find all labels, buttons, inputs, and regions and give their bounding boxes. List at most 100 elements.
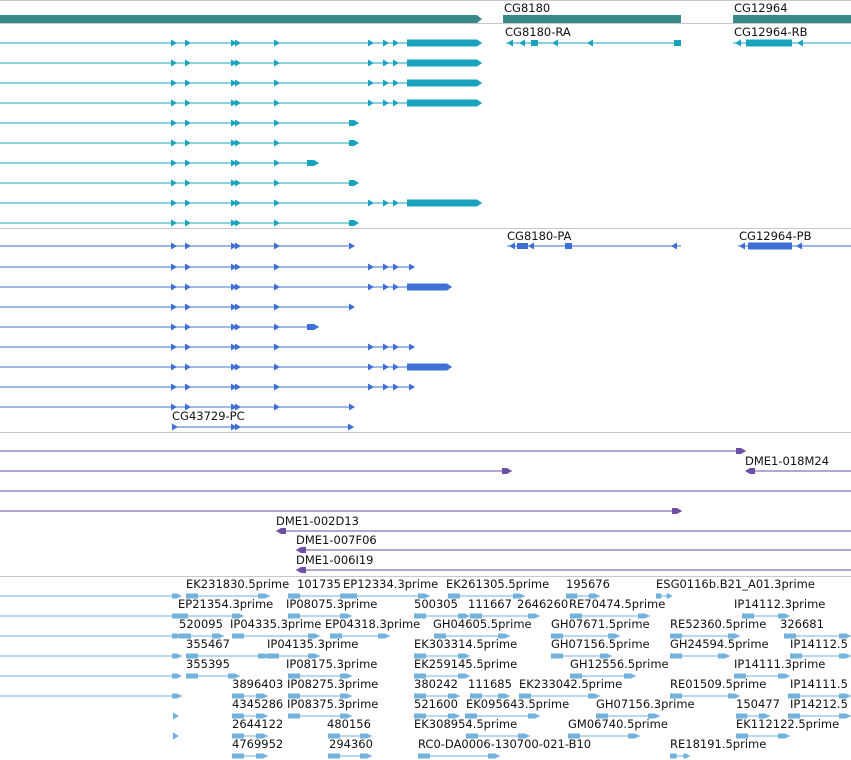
transcript-row[interactable] xyxy=(738,242,851,250)
est-block[interactable] xyxy=(734,673,746,679)
clone-track[interactable] xyxy=(0,448,851,573)
est-block[interactable] xyxy=(458,673,470,679)
est-block[interactable] xyxy=(288,693,300,699)
exon-block[interactable] xyxy=(349,140,359,146)
exon-block[interactable] xyxy=(349,120,359,126)
est-alignment[interactable] xyxy=(414,653,470,659)
exon-block[interactable] xyxy=(748,242,792,250)
est-alignment[interactable] xyxy=(414,673,470,679)
transcript-row[interactable] xyxy=(0,219,359,227)
est-alignment[interactable] xyxy=(519,693,600,699)
transcript-row[interactable] xyxy=(0,242,355,250)
est-block[interactable] xyxy=(256,693,268,699)
est-block[interactable] xyxy=(551,633,563,639)
est-block[interactable] xyxy=(736,733,748,739)
est-block[interactable] xyxy=(232,733,244,739)
est-alignment[interactable] xyxy=(232,633,320,639)
est-block[interactable] xyxy=(288,713,300,719)
exon-block[interactable] xyxy=(407,39,482,47)
est-block[interactable] xyxy=(448,713,460,719)
est-block[interactable] xyxy=(742,613,754,619)
est-block[interactable] xyxy=(839,633,851,639)
est-alignment[interactable] xyxy=(328,733,372,739)
est-block[interactable] xyxy=(414,693,426,699)
transcript-row[interactable] xyxy=(0,179,359,187)
est-block[interactable] xyxy=(258,593,270,599)
gene-track[interactable] xyxy=(0,15,851,23)
est-block[interactable] xyxy=(434,633,446,639)
est-block[interactable] xyxy=(670,753,677,759)
est-block[interactable] xyxy=(498,693,510,699)
est-alignment-track[interactable] xyxy=(0,593,851,759)
est-block[interactable] xyxy=(328,753,340,759)
est-block[interactable] xyxy=(232,753,244,759)
est-alignment[interactable] xyxy=(551,633,620,639)
est-block[interactable] xyxy=(232,633,244,639)
est-block[interactable] xyxy=(465,713,477,719)
gene-block[interactable] xyxy=(503,15,681,23)
transcript-row[interactable] xyxy=(0,99,482,107)
est-alignment[interactable] xyxy=(328,753,372,759)
est-block[interactable] xyxy=(414,713,426,719)
exon-block[interactable] xyxy=(307,160,319,166)
est-block[interactable] xyxy=(528,713,540,719)
est-block[interactable] xyxy=(458,613,470,619)
transcript-row[interactable] xyxy=(0,39,482,47)
exon-block[interactable] xyxy=(349,180,359,186)
est-alignment[interactable] xyxy=(186,673,240,679)
est-alignment[interactable] xyxy=(670,653,730,659)
est-alignment[interactable] xyxy=(596,713,660,719)
exon-block[interactable] xyxy=(565,243,572,249)
est-block[interactable] xyxy=(790,653,802,659)
exon-block[interactable] xyxy=(296,567,306,573)
est-block[interactable] xyxy=(551,653,563,659)
est-block[interactable] xyxy=(328,733,340,739)
est-block[interactable] xyxy=(718,653,730,659)
est-alignment[interactable] xyxy=(568,733,640,739)
est-alignment[interactable] xyxy=(470,693,510,699)
est-block[interactable] xyxy=(330,633,342,639)
est-row[interactable] xyxy=(0,673,182,679)
est-alignment[interactable] xyxy=(288,713,352,719)
transcript-row[interactable] xyxy=(0,303,355,311)
est-alignment[interactable] xyxy=(288,613,352,619)
est-alignment[interactable] xyxy=(570,673,636,679)
est-block[interactable] xyxy=(498,633,510,639)
est-block[interactable] xyxy=(670,653,682,659)
transcript-row[interactable] xyxy=(0,59,482,67)
exon-block[interactable] xyxy=(745,468,755,474)
est-alignment[interactable] xyxy=(330,633,390,639)
est-block[interactable] xyxy=(308,633,320,639)
est-alignment[interactable] xyxy=(470,613,540,619)
est-alignment[interactable] xyxy=(656,593,672,599)
est-block[interactable] xyxy=(256,753,268,759)
est-block[interactable] xyxy=(448,693,460,699)
est-alignment[interactable] xyxy=(790,653,851,659)
transcript-row[interactable] xyxy=(0,79,482,87)
est-block[interactable] xyxy=(448,593,460,599)
transcript-row[interactable] xyxy=(0,159,319,167)
exon-block[interactable] xyxy=(172,693,182,699)
est-alignment[interactable] xyxy=(176,613,244,619)
est-block[interactable] xyxy=(288,613,300,619)
transcript-row[interactable] xyxy=(507,242,681,250)
est-row[interactable] xyxy=(173,732,179,740)
est-block[interactable] xyxy=(308,653,320,659)
est-block[interactable] xyxy=(513,593,525,599)
est-alignment[interactable] xyxy=(742,613,790,619)
est-block[interactable] xyxy=(596,713,608,719)
transcript-track-teal[interactable] xyxy=(0,39,851,227)
est-alignment[interactable] xyxy=(570,613,650,619)
est-alignment[interactable] xyxy=(414,613,470,619)
est-block[interactable] xyxy=(600,653,612,659)
est-row[interactable] xyxy=(0,613,182,619)
est-alignment[interactable] xyxy=(345,593,430,599)
est-block[interactable] xyxy=(784,633,796,639)
est-block[interactable] xyxy=(778,673,790,679)
transcript-row[interactable] xyxy=(0,119,359,127)
est-block[interactable] xyxy=(186,653,198,659)
est-block[interactable] xyxy=(414,613,426,619)
est-alignment[interactable] xyxy=(734,673,790,679)
exon-block[interactable] xyxy=(746,39,792,47)
